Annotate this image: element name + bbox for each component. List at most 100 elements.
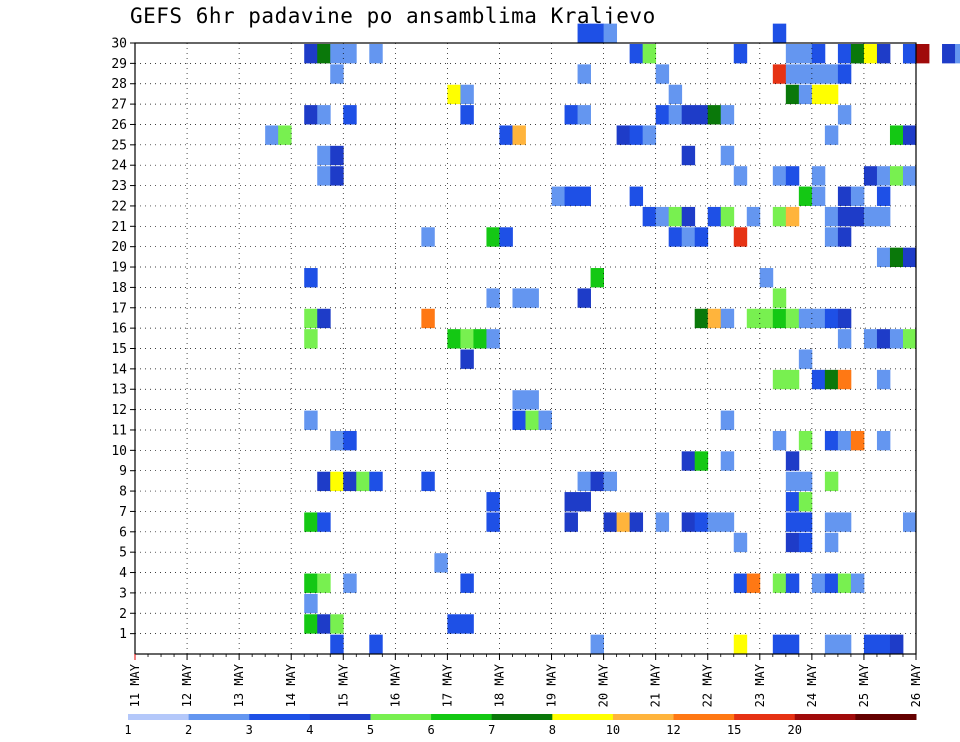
precip-cell (798, 492, 813, 512)
y-tick-label: 1 (119, 627, 127, 642)
precip-cell (798, 308, 813, 329)
y-tick-label: 18 (111, 281, 127, 296)
legend-swatch (552, 714, 614, 720)
precip-cell (850, 430, 865, 451)
legend-label: 3 (246, 723, 253, 737)
x-tick-label: 19 MAY (545, 663, 559, 707)
precip-cell (590, 471, 604, 492)
precip-cell (486, 329, 500, 349)
precip-cell (798, 512, 813, 532)
precip-cell (837, 430, 852, 451)
precip-cell (772, 206, 787, 227)
precip-cell (369, 471, 383, 492)
precip-cell (863, 206, 878, 227)
precip-cell (798, 471, 813, 492)
precip-cell (889, 166, 904, 186)
y-tick-label: 2 (119, 607, 127, 622)
y-tick-label: 29 (111, 57, 127, 72)
precip-cell (824, 430, 839, 451)
precip-cell (304, 593, 318, 614)
precip-cell (460, 614, 474, 634)
y-tick-label: 11 (111, 423, 127, 438)
x-tick-label: 24 MAY (805, 663, 819, 707)
x-tick-label: 25 MAY (857, 663, 871, 707)
precip-cell (824, 64, 839, 84)
precip-cell (577, 64, 591, 84)
y-tick-label: 8 (119, 485, 127, 500)
legend-label: 5 (367, 723, 374, 737)
precip-cell (889, 634, 904, 654)
precip-cell (902, 247, 917, 268)
precip-cell (603, 512, 618, 532)
x-tick-label: 20 MAY (597, 663, 611, 707)
precip-cell (707, 105, 722, 125)
precip-cell (772, 288, 787, 308)
x-tick-label: 11 MAY (128, 663, 142, 707)
precip-cell (785, 166, 800, 186)
legend-swatch (673, 714, 735, 720)
precip-cell (876, 186, 891, 206)
precip-cell (499, 227, 513, 247)
precip-cell (525, 288, 539, 308)
y-tick-label: 25 (111, 138, 127, 153)
y-tick-label: 27 (111, 98, 127, 113)
precip-cell (785, 84, 800, 105)
precip-cell (876, 369, 891, 390)
precip-cell (330, 614, 344, 634)
precip-cell (824, 532, 839, 553)
precip-cell (590, 23, 604, 43)
precip-cell (811, 166, 826, 186)
precip-cell (746, 206, 761, 227)
precip-cell (850, 206, 865, 227)
precip-cell (343, 573, 357, 593)
precip-cell (642, 125, 657, 145)
precip-cell (811, 44, 826, 64)
precip-cell (317, 614, 331, 634)
legend-swatch (309, 714, 371, 720)
precip-cell (720, 308, 735, 329)
precip-cell (824, 369, 839, 390)
precip-cell (681, 206, 696, 227)
precip-cell (785, 369, 800, 390)
precip-cell (629, 186, 644, 206)
precip-cell (655, 206, 670, 227)
legend-swatch (431, 714, 493, 720)
x-tick-label: 23 MAY (753, 663, 767, 707)
precip-cell (798, 64, 813, 84)
precip-cell (733, 634, 748, 654)
legend-label: 2 (185, 723, 192, 737)
precip-cell (681, 105, 696, 125)
precip-cell (772, 308, 787, 329)
precip-cell (304, 268, 318, 288)
legend-swatch (855, 714, 917, 720)
precip-cell (304, 614, 318, 634)
precip-cell (916, 44, 930, 64)
precip-cell (447, 84, 461, 105)
precip-cell (720, 206, 735, 227)
precip-cell (837, 186, 852, 206)
precip-cell (564, 105, 578, 125)
precip-cell (733, 227, 748, 247)
precip-cell (343, 44, 357, 64)
precip-cell (447, 329, 461, 349)
precip-cell (811, 186, 826, 206)
precip-cell (460, 573, 474, 593)
x-tick-label: 15 MAY (336, 663, 350, 707)
y-tick-label: 7 (119, 505, 127, 520)
precip-cell (876, 44, 891, 64)
precip-cell (356, 471, 370, 492)
precip-cell (824, 125, 839, 145)
precip-cell (785, 451, 800, 471)
precip-cell (811, 308, 826, 329)
precip-cell (486, 288, 500, 308)
precip-cell (330, 166, 344, 186)
precip-cell (330, 64, 344, 84)
y-tick-label: 23 (111, 179, 127, 194)
precip-cell (343, 471, 357, 492)
precip-cell (330, 430, 344, 451)
precip-cell (681, 227, 696, 247)
y-tick-label: 5 (119, 546, 127, 561)
legend-label: 12 (666, 723, 680, 737)
y-tick-label: 10 (111, 444, 127, 459)
precip-cell (369, 44, 383, 64)
